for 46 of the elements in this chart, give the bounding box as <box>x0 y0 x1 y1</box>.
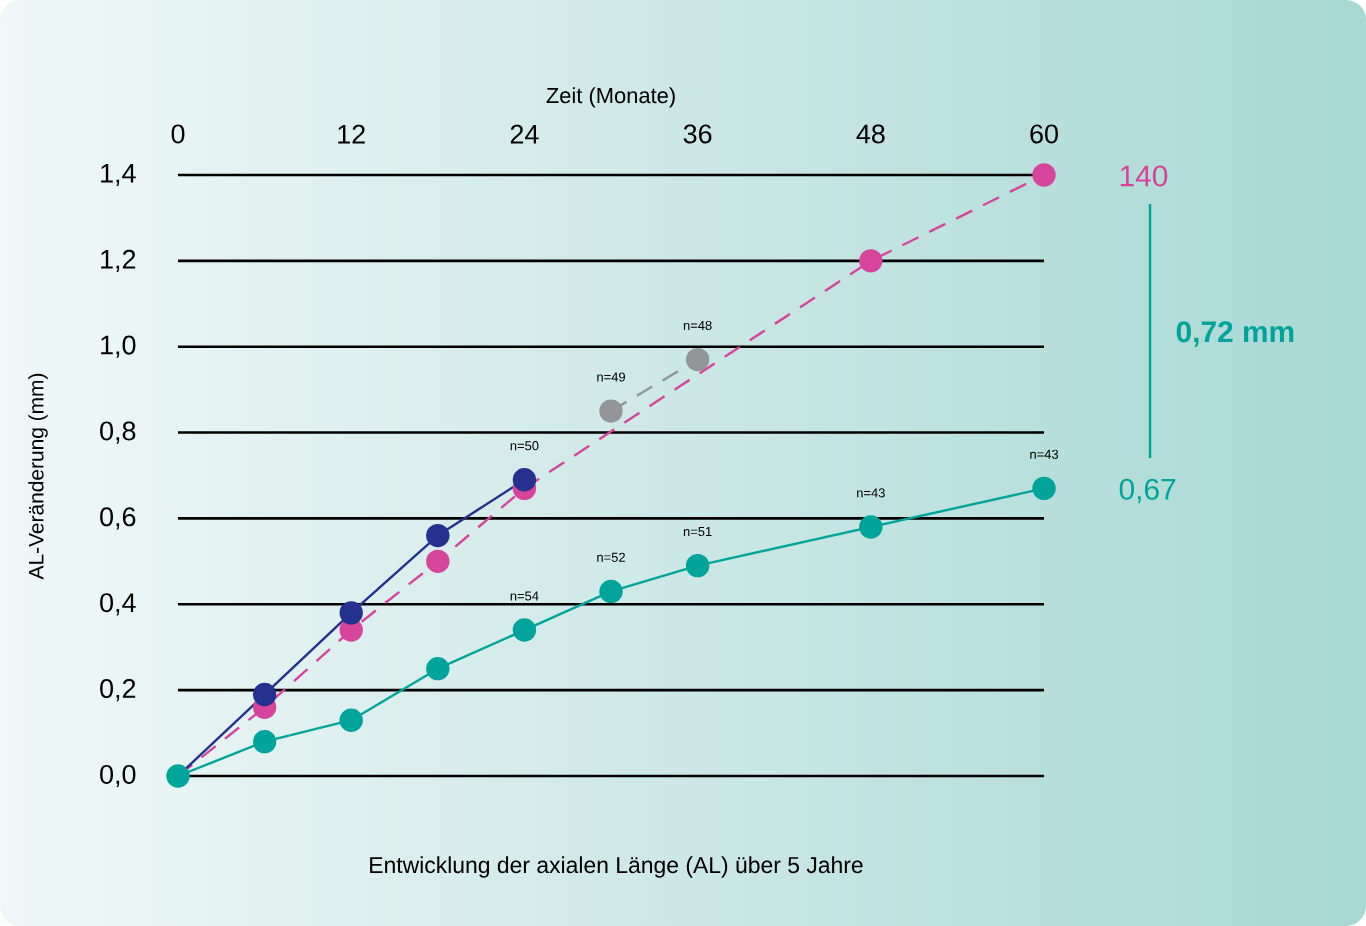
text: 140 <box>1120 165 1168 187</box>
point <box>1032 163 1056 187</box>
point <box>512 618 537 642</box>
y-tick-label: 1,2 <box>101 249 136 272</box>
point <box>339 601 363 625</box>
x-tick-label: 0 <box>171 124 185 144</box>
x-tick-label: 36 <box>683 124 712 144</box>
y-tick-label: 0,2 <box>100 679 136 702</box>
y-axis-title: AL-Veränderung (mm) <box>28 373 48 580</box>
x-tick-label: 24 <box>510 124 539 144</box>
point <box>1032 476 1056 501</box>
annotation: n=50 <box>510 441 539 451</box>
annotation: n=54 <box>510 591 539 601</box>
point <box>426 656 450 681</box>
y-tick-label: 1,0 <box>101 335 136 358</box>
x-axis-title: Zeit (Monate) <box>546 87 675 108</box>
point <box>512 468 537 492</box>
x-tick-label: 12 <box>338 124 365 144</box>
x-tick-label: 60 <box>1030 124 1058 144</box>
text: 0,72 mm <box>1176 321 1294 347</box>
point <box>685 553 710 578</box>
point <box>599 399 623 423</box>
text: Entwicklung der axialen Länge (AL) über 5 Jahre <box>370 856 863 878</box>
y-tick-label: 0,6 <box>100 507 136 530</box>
point <box>166 764 190 788</box>
point <box>426 549 450 574</box>
annotation: n=43 <box>1030 449 1059 459</box>
point <box>859 249 883 273</box>
annotation: n=51 <box>683 527 712 537</box>
y-tick-label: 0,0 <box>100 764 136 788</box>
annotation: n=49 <box>597 372 625 382</box>
point <box>339 708 363 732</box>
annotation: n=43 <box>857 488 885 498</box>
text: 0,67 <box>1119 478 1176 504</box>
x-tick-label: 48 <box>856 124 885 144</box>
y-tick-label: 0,8 <box>100 421 136 444</box>
annotation: n=48 <box>683 320 712 331</box>
point <box>426 523 450 548</box>
annotation: n=52 <box>597 552 625 562</box>
point <box>252 682 277 707</box>
y-tick-label: 0,4 <box>100 593 136 616</box>
y-tick-label: 1,4 <box>101 164 136 186</box>
point <box>859 515 883 539</box>
point <box>685 347 710 372</box>
point <box>599 579 623 604</box>
point <box>252 729 277 754</box>
